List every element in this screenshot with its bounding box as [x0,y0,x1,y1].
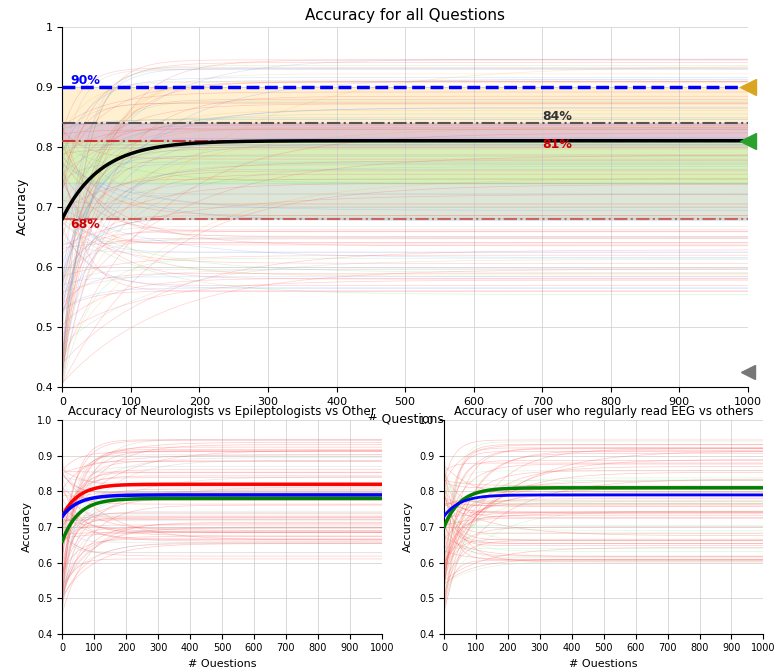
Title: Accuracy of Neurologists vs Epileptologists vs Other: Accuracy of Neurologists vs Epileptologi… [68,405,376,418]
X-axis label: # Questions: # Questions [367,412,443,425]
Bar [62,123,748,141]
Bar [62,87,748,219]
Y-axis label: Accuracy: Accuracy [16,178,30,235]
Title: Accuracy for all Questions: Accuracy for all Questions [305,8,505,23]
Y-axis label: Accuracy: Accuracy [22,502,32,552]
Text: 84%: 84% [542,110,572,123]
Title: Accuracy of user who regularly read EEG vs others: Accuracy of user who regularly read EEG … [454,405,753,418]
Text: 81%: 81% [542,138,572,151]
Text: 68%: 68% [71,218,100,231]
X-axis label: # Questions: # Questions [569,659,638,667]
Text: 90%: 90% [71,74,100,87]
Bar [62,183,748,219]
Y-axis label: Accuracy: Accuracy [404,502,414,552]
Bar [62,141,748,183]
X-axis label: # Questions: # Questions [188,659,256,667]
